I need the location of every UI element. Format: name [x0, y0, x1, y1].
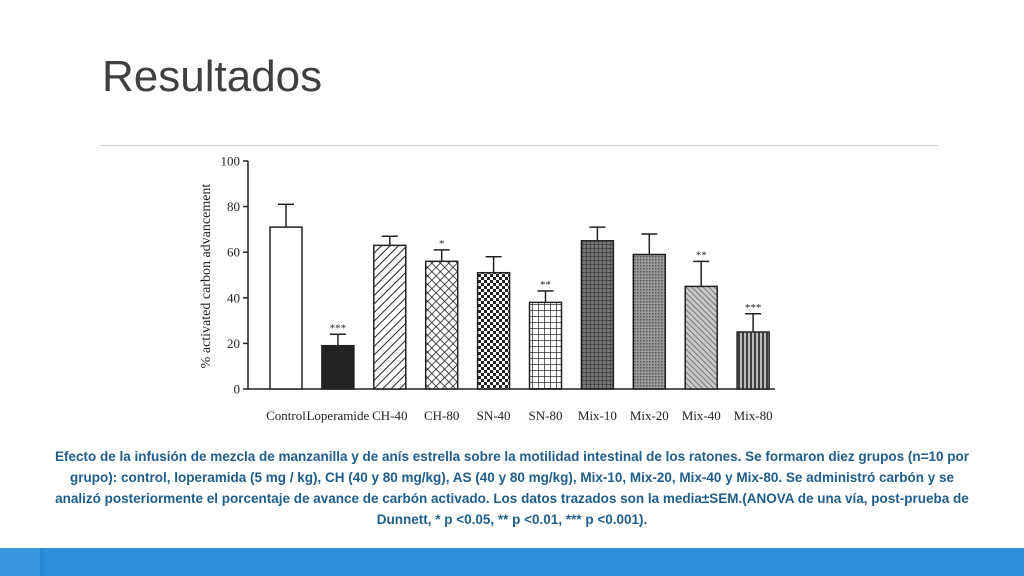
figure-caption: Efecto de la infusión de mezcla de manza… — [54, 449, 970, 527]
bar — [736, 331, 770, 390]
significance-label: *** — [745, 302, 762, 314]
y-tick-label: 40 — [227, 290, 240, 305]
bar — [321, 344, 355, 390]
bar — [269, 226, 303, 390]
x-tick-label: Mix-10 — [578, 408, 617, 423]
x-tick-label: Loperamide — [306, 408, 369, 423]
x-tick-label: SN-40 — [477, 408, 511, 423]
x-tick-label: Control — [266, 408, 306, 423]
footer-bar — [0, 548, 1024, 576]
y-tick-label: 20 — [227, 336, 240, 351]
y-tick-label: 100 — [221, 154, 241, 169]
y-tick-label: 0 — [234, 382, 241, 397]
significance-label: ** — [540, 279, 551, 291]
y-tick-label: 60 — [227, 245, 240, 260]
x-tick-label: Mix-20 — [630, 408, 669, 423]
bar-chart: % activated carbon advancement 0 20 40 60 80… — [199, 154, 775, 423]
y-tick-label: 80 — [227, 199, 240, 214]
x-tick-label: Mix-80 — [734, 408, 773, 423]
slide-title: Resultados — [102, 52, 323, 101]
footer-segment — [0, 548, 40, 576]
y-axis-label: % activated carbon advancement — [199, 184, 214, 369]
footer-segment — [44, 548, 1024, 576]
x-tick-label: CH-80 — [424, 408, 459, 423]
x-tick-label: SN-80 — [529, 408, 563, 423]
bar — [476, 271, 511, 390]
bar — [684, 285, 718, 390]
x-tick-label: Mix-40 — [682, 408, 721, 423]
bar — [580, 240, 615, 390]
x-tick-label: CH-40 — [372, 408, 407, 423]
significance-label: * — [439, 238, 445, 250]
bar — [424, 260, 459, 390]
significance-label: ** — [696, 249, 707, 261]
bars-group: Control *** Loperamide CH-40 * CH-80 SN-40 ** SN… — [266, 203, 773, 423]
bar — [373, 244, 407, 390]
bar — [632, 253, 667, 390]
significance-label: *** — [330, 322, 347, 334]
title-divider — [100, 145, 938, 146]
bar — [528, 301, 563, 390]
